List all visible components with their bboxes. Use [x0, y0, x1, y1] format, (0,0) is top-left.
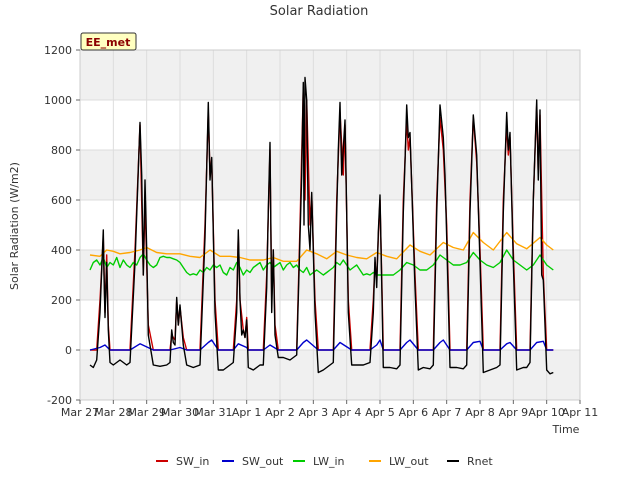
x-tick-label-3: Mar 30 — [161, 406, 199, 419]
x-tick-label-15: Apr 11 — [562, 406, 599, 419]
series-group — [89, 76, 554, 375]
shaded-band-3 — [80, 50, 580, 100]
x-tick-label-7: Apr 3 — [299, 406, 329, 419]
x-tick-label-14: Apr 10 — [528, 406, 565, 419]
site-badge-label: EE_met — [86, 36, 131, 49]
x-tick-label-0: Mar 27 — [61, 406, 99, 419]
y-tick-label-1: 0 — [65, 344, 72, 357]
x-tick-label-10: Apr 6 — [399, 406, 429, 419]
series-line-lw-in — [89, 249, 554, 276]
shaded-band-0 — [80, 350, 580, 400]
site-badge: EE_met — [80, 32, 137, 51]
series-line-sw-in — [90, 86, 554, 351]
site-badge-box — [80, 32, 137, 51]
x-tick-label-9: Apr 5 — [365, 406, 395, 419]
legend-label-sw-out: SW_out — [242, 455, 284, 468]
legend-label-lw-in: LW_in — [313, 455, 345, 468]
legend-label-lw-out: LW_out — [389, 455, 429, 468]
x-tick-label-6: Apr 2 — [265, 406, 295, 419]
x-tick-label-4: Mar 31 — [194, 406, 232, 419]
y-tick-label-3: 400 — [51, 244, 72, 257]
x-tick-label-5: Apr 1 — [232, 406, 262, 419]
plot-frame — [79, 49, 581, 401]
legend: SW_in SW_out LW_in LW_out Rnet — [156, 455, 493, 468]
x-tick-label-1: Mar 28 — [94, 406, 132, 419]
gridlines — [79, 49, 581, 401]
x-tick-label-13: Apr 9 — [499, 406, 529, 419]
x-tick-label-8: Apr 4 — [332, 406, 362, 419]
x-axis-label: Time — [552, 423, 580, 436]
shaded-band-2 — [80, 150, 580, 200]
x-tick-label-2: Mar 29 — [128, 406, 166, 419]
series-line-lw-out — [89, 231, 554, 262]
legend-label-sw-in: SW_in — [176, 455, 209, 468]
y-axis-label: Solar Radiation (W/m2) — [8, 162, 21, 290]
y-tick-label-4: 600 — [51, 194, 72, 207]
y-axis-ticks: -200 0 200 400 600 800 1000 1200 — [44, 44, 80, 407]
chart-title: Solar Radiation — [270, 4, 369, 19]
series-line-rnet — [89, 76, 554, 375]
shaded-band-1 — [80, 250, 580, 300]
legend-label-rnet: Rnet — [467, 455, 493, 468]
y-tick-label-5: 800 — [51, 144, 72, 157]
x-tick-label-11: Apr 7 — [432, 406, 462, 419]
y-tick-label-7: 1200 — [44, 44, 72, 57]
y-tick-label-0: -200 — [47, 394, 72, 407]
x-tick-label-12: Apr 8 — [465, 406, 495, 419]
shaded-bands — [80, 50, 580, 400]
y-tick-label-2: 200 — [51, 294, 72, 307]
y-tick-label-6: 1000 — [44, 94, 72, 107]
